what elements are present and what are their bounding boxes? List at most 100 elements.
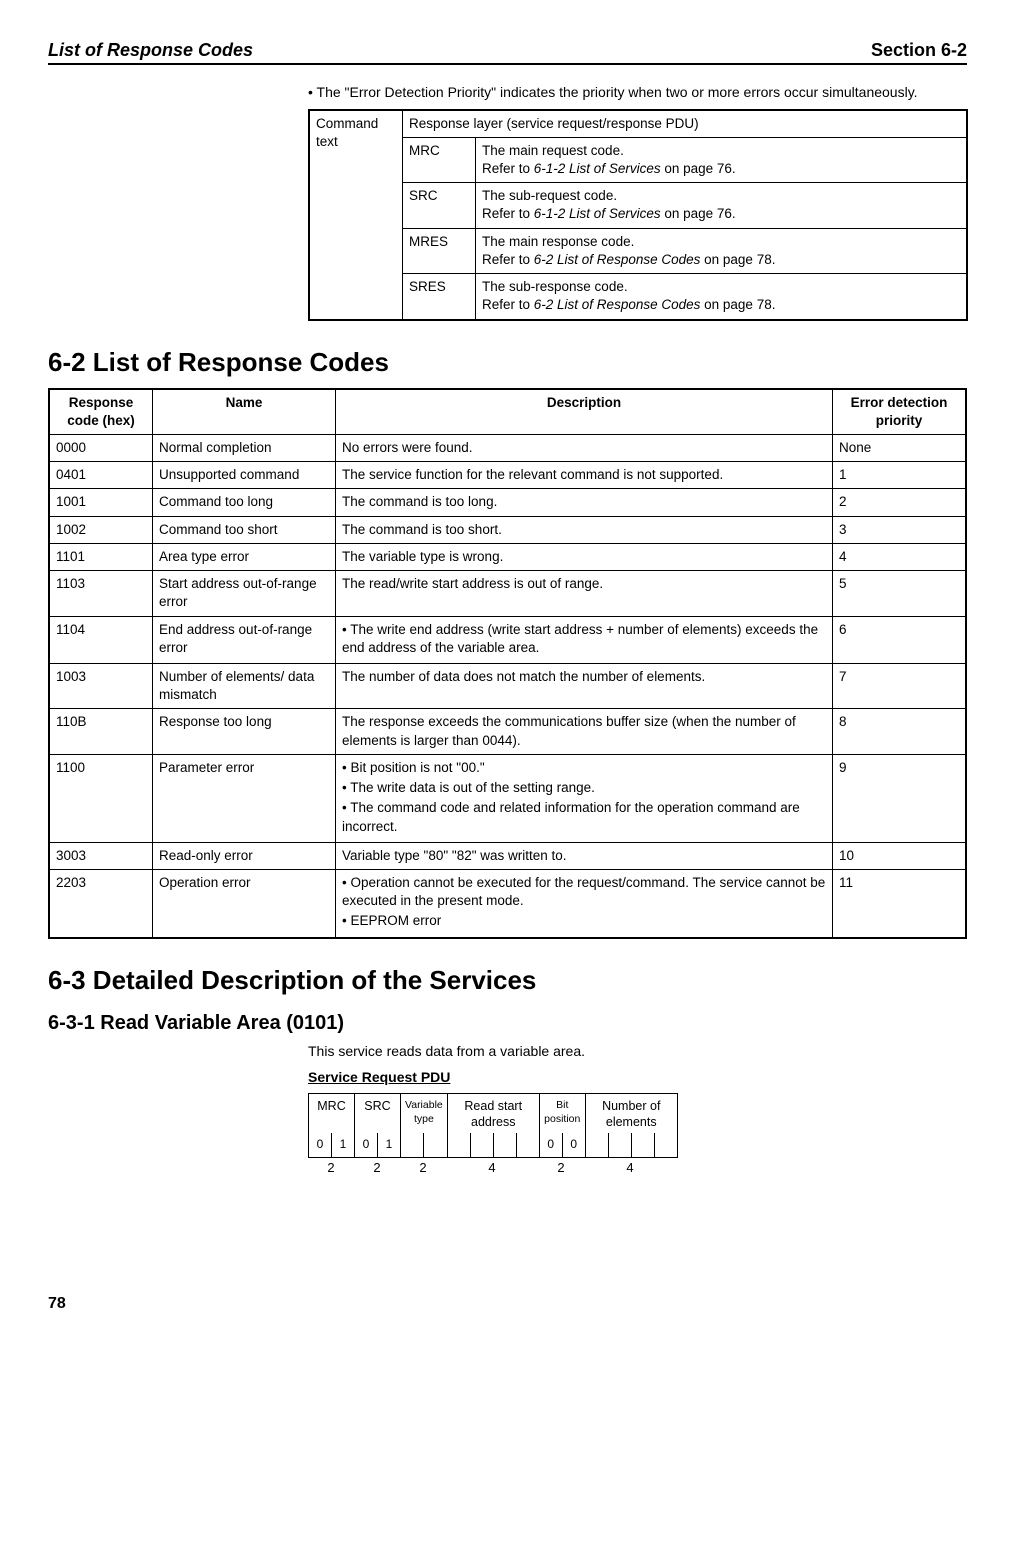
resp-code: 1003 [49,663,153,708]
resp-priority: 9 [833,754,967,842]
resp-desc: The service function for the relevant co… [336,462,833,489]
resp-desc: The write end address (write start addre… [336,616,833,663]
resp-priority: 1 [833,462,967,489]
resp-code: 1002 [49,516,153,543]
pdu-cell [493,1133,516,1158]
resp-name: Operation error [153,869,336,937]
resp-name: Area type error [153,543,336,570]
resp-code: 1101 [49,543,153,570]
resp-name: Read-only error [153,842,336,869]
table-row: 1101Area type errorThe variable type is … [49,543,966,570]
pdu-cell [631,1133,654,1158]
pdu-label: SRC [355,1093,401,1133]
table-row: 1103Start address out-of-range errorThe … [49,571,966,616]
cmd-code: SRES [403,274,476,320]
page-header: List of Response Codes Section 6-2 [48,40,967,65]
header-right: Section 6-2 [871,40,967,61]
resp-name: Number of elements/ data mismatch [153,663,336,708]
pdu-width-label: 4 [584,1160,676,1175]
pdu-label: Number of elements [585,1093,677,1133]
body-6-3-1: This service reads data from a variable … [308,1043,967,1059]
resp-desc: Bit position is not "00."The write data … [336,754,833,842]
cmd-desc: The sub-request code. Refer to 6-1-2 Lis… [476,183,968,228]
resp-code: 1103 [49,571,153,616]
cmd-code: SRC [403,183,476,228]
pdu-cell: 0 [355,1133,378,1158]
resp-desc: The command is too long. [336,489,833,516]
table-row: 3003Read-only errorVariable type "80" "8… [49,842,966,869]
resp-code: 1104 [49,616,153,663]
table-row: 1001Command too longThe command is too l… [49,489,966,516]
pdu-cell [447,1133,470,1158]
resp-th: Response code (hex) [49,389,153,435]
cmd-desc: The main request code. Refer to 6-1-2 Li… [476,137,968,182]
resp-code: 2203 [49,869,153,937]
resp-code: 3003 [49,842,153,869]
pdu-label: Variable type [401,1093,448,1133]
pdu-cell [654,1133,677,1158]
cmd-code: MRC [403,137,476,182]
header-left: List of Response Codes [48,40,253,61]
table-row: 1003Number of elements/ data mismatchThe… [49,663,966,708]
pdu-diagram: MRC SRC Variable type Read start address… [308,1093,967,1176]
pdu-cell [470,1133,493,1158]
section-6-3-1-title: 6-3-1 Read Variable Area (0101) [48,1012,967,1035]
table-row: 1100Parameter errorBit position is not "… [49,754,966,842]
resp-code: 1001 [49,489,153,516]
resp-th: Error detection priority [833,389,967,435]
resp-priority: 8 [833,709,967,754]
pdu-cell [608,1133,631,1158]
pdu-cell: 0 [309,1133,332,1158]
resp-code: 0000 [49,435,153,462]
pdu-width-label: 2 [400,1160,446,1175]
cmd-desc: The sub-response code. Refer to 6-2 List… [476,274,968,320]
resp-name: Parameter error [153,754,336,842]
intro-bullet: The "Error Detection Priority" indicates… [308,83,967,103]
resp-name: Normal completion [153,435,336,462]
table-row: 2203Operation errorOperation cannot be e… [49,869,966,937]
resp-desc: The number of data does not match the nu… [336,663,833,708]
pdu-label: Bit position [539,1093,585,1133]
resp-priority: None [833,435,967,462]
resp-desc: Variable type "80" "82" was written to. [336,842,833,869]
resp-desc: The read/write start address is out of r… [336,571,833,616]
resp-desc: No errors were found. [336,435,833,462]
pdu-label: MRC [309,1093,355,1133]
resp-th: Name [153,389,336,435]
resp-desc: Operation cannot be executed for the req… [336,869,833,937]
resp-desc: The variable type is wrong. [336,543,833,570]
resp-priority: 5 [833,571,967,616]
resp-desc: The command is too short. [336,516,833,543]
cmd-top-span: Response layer (service request/response… [403,110,968,138]
service-request-pdu-title: Service Request PDU [308,1069,967,1085]
resp-priority: 11 [833,869,967,937]
resp-priority: 7 [833,663,967,708]
pdu-cell: 1 [378,1133,401,1158]
resp-priority: 6 [833,616,967,663]
pdu-width-label: 2 [308,1160,354,1175]
pdu-width-label: 2 [354,1160,400,1175]
table-row: 1104End address out-of-range errorThe wr… [49,616,966,663]
section-6-2-title: 6-2 List of Response Codes [48,347,967,378]
resp-priority: 3 [833,516,967,543]
page-number: 78 [48,1295,967,1313]
pdu-width-label: 2 [538,1160,584,1175]
table-row: 1002Command too shortThe command is too … [49,516,966,543]
response-codes-table: Response code (hex) Name Description Err… [48,388,967,939]
resp-code: 110B [49,709,153,754]
resp-name: Response too long [153,709,336,754]
resp-name: Command too long [153,489,336,516]
command-text-table: Command text Response layer (service req… [308,109,968,321]
cmd-desc: The main response code. Refer to 6-2 Lis… [476,228,968,273]
table-row: 0401Unsupported commandThe service funct… [49,462,966,489]
pdu-label: Read start address [447,1093,539,1133]
pdu-cell [424,1133,447,1158]
resp-name: Unsupported command [153,462,336,489]
resp-priority: 2 [833,489,967,516]
pdu-width-label: 4 [446,1160,538,1175]
pdu-cell: 0 [539,1133,562,1158]
resp-name: End address out-of-range error [153,616,336,663]
table-row: 0000Normal completionNo errors were foun… [49,435,966,462]
cmd-row-label: Command text [309,110,403,320]
resp-desc: The response exceeds the communications … [336,709,833,754]
